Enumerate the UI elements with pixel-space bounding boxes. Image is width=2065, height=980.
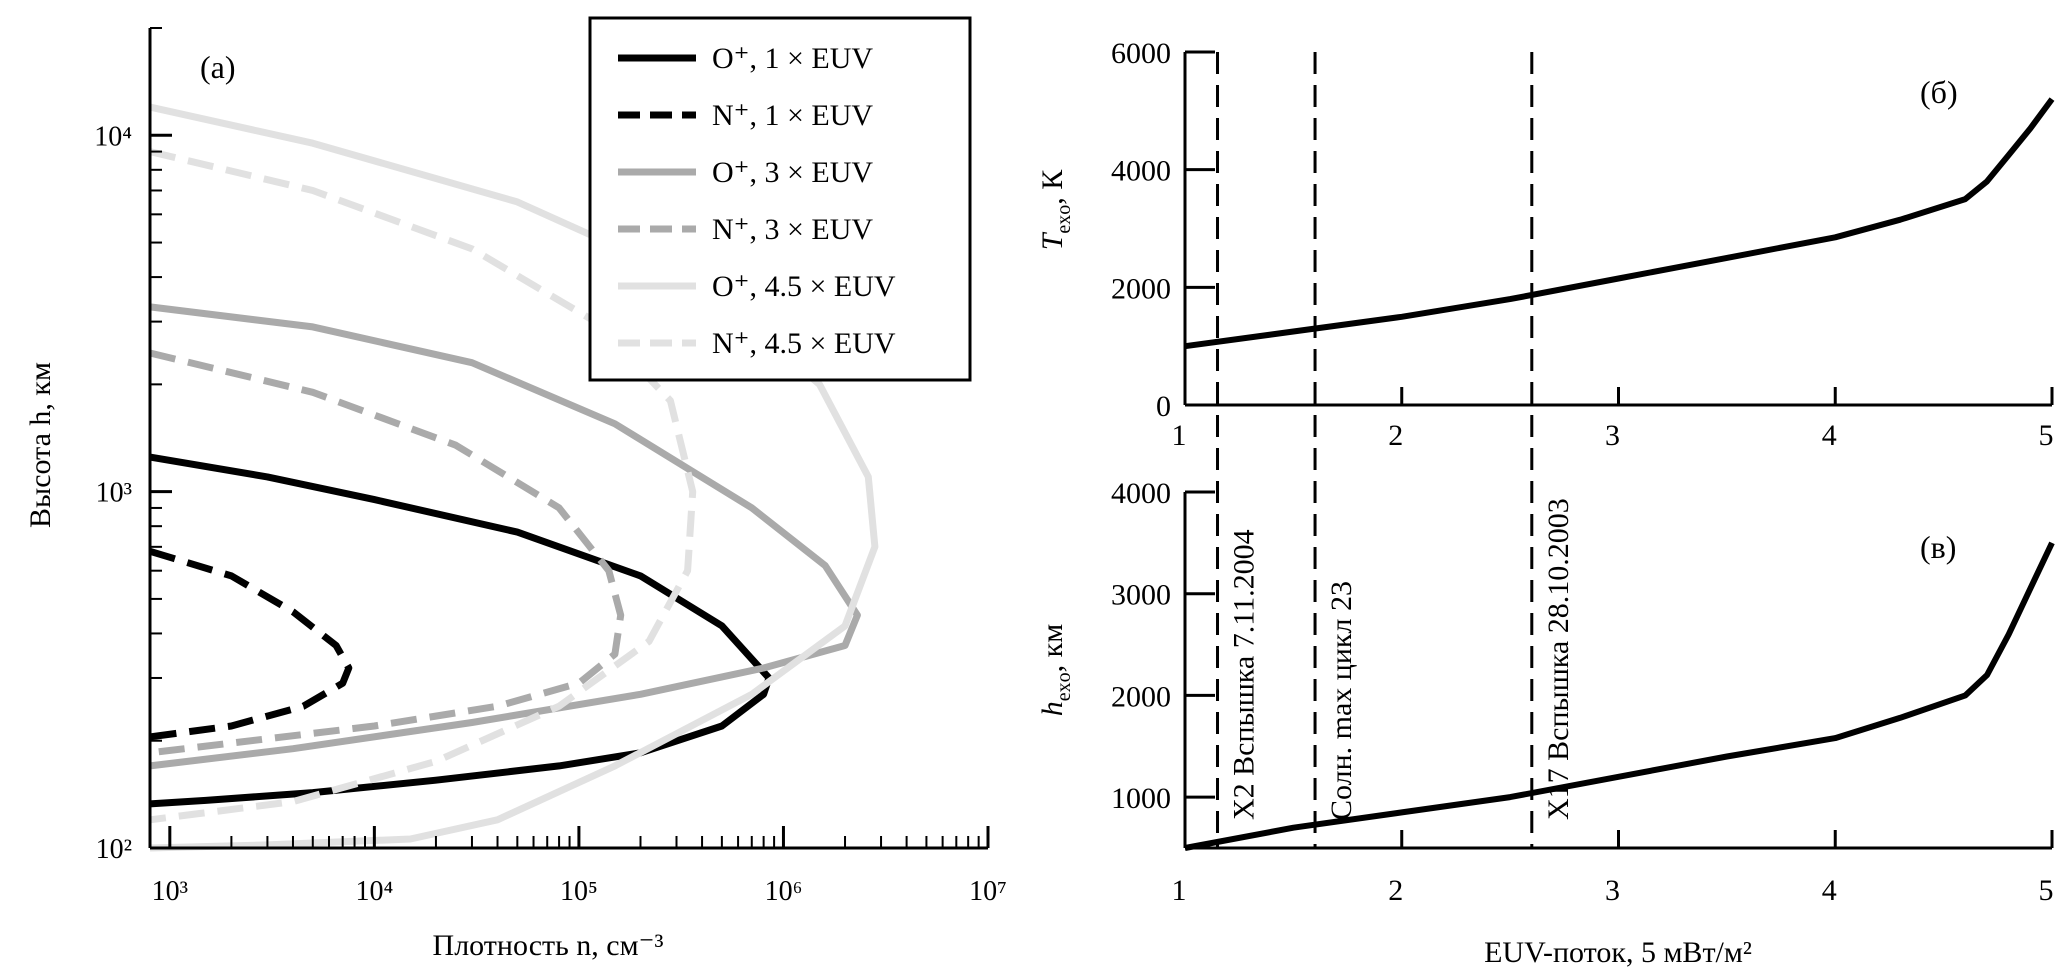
event-label-2: X17 Вспышка 28.10.2003: [1542, 498, 1575, 820]
x-tick-label: 10⁵: [560, 876, 598, 907]
panel-c-exobase-height: 1 2 3 4 5 1000 2000 3000 4000 (в) hexo, км EUV-п…: [1036, 477, 2055, 969]
legend-label-5: N⁺, 4.5 × EUV: [712, 327, 896, 360]
y-tick-label: 4000: [1111, 477, 1171, 510]
legend-label-1: N⁺, 1 × EUV: [712, 99, 873, 132]
panel-b-exospheric-temperature: 1 2 3 4 5 0 2000 4000 6000 (б) Texo, К: [1036, 37, 2055, 452]
panel-a-ylabel: Высота h, км: [24, 362, 57, 528]
event-label-0: X2 Вспышка 7.11.2004: [1228, 529, 1261, 820]
panel-c-label: (в): [1920, 529, 1956, 565]
legend-label-2: O⁺, 3 × EUV: [712, 156, 873, 189]
x-tick-label: 10⁴: [355, 876, 393, 907]
legend: O⁺, 1 × EUV N⁺, 1 × EUV O⁺, 3 × EUV N⁺, 3 ×…: [588, 16, 972, 382]
event-markers: X2 Вспышка 7.11.2004 Солн. max цикл 23 X17…: [1216, 52, 1575, 848]
y-tick-label: 1000: [1111, 782, 1171, 815]
y-tick-label: 10⁴: [94, 121, 132, 152]
legend-label-3: N⁺, 3 × EUV: [712, 213, 873, 246]
panel-a-label: (a): [200, 49, 236, 85]
x-tick-label: 5: [2039, 874, 2054, 907]
y-tick-label: 0: [1156, 390, 1171, 423]
x-tick-label: 4: [1822, 419, 1837, 452]
y-tick-label: 10²: [96, 834, 132, 865]
y-tick-label: 3000: [1111, 579, 1171, 612]
legend-label-4: O⁺, 4.5 × EUV: [712, 270, 896, 303]
panel-a-xlabel: Плотность n, см⁻³: [433, 929, 664, 962]
series-line: [1184, 541, 2055, 851]
panel-b-label: (б): [1920, 74, 1958, 110]
x-tick-label: 1: [1172, 419, 1187, 452]
legend-label-0: O⁺, 1 × EUV: [712, 42, 873, 75]
x-tick-label: 10⁶: [765, 876, 803, 907]
x-tick-label: 10⁷: [969, 876, 1007, 907]
series-line-2: [149, 303, 861, 770]
series-line: [1184, 97, 2055, 350]
x-tick-label: 2: [1388, 874, 1403, 907]
series-line-3: [149, 349, 625, 757]
x-tick-label: 1: [1172, 874, 1187, 907]
x-tick-label: 3: [1605, 874, 1620, 907]
panel-b-ylabel: Texo, К: [1036, 169, 1075, 251]
event-label-1: Солн. max цикл 23: [1325, 581, 1358, 820]
series-line-5: [149, 148, 697, 824]
x-tick-label: 2: [1388, 419, 1403, 452]
y-tick-label: 10³: [96, 478, 132, 509]
x-tick-label: 3: [1605, 419, 1620, 452]
series-line-4: [149, 103, 879, 852]
y-tick-label: 6000: [1111, 37, 1171, 70]
panel-c-xlabel: EUV-поток, 5 мВт/м²: [1484, 936, 1752, 969]
y-tick-label: 4000: [1111, 155, 1171, 188]
series-line-1: [148, 547, 353, 741]
y-tick-label: 2000: [1111, 272, 1171, 305]
legend-box: [588, 16, 972, 382]
y-tick-label: 2000: [1111, 680, 1171, 713]
series-line-0: [149, 453, 773, 808]
x-tick-label: 10³: [152, 876, 188, 907]
x-tick-label: 5: [2039, 419, 2054, 452]
panel-a-density-profiles: 10³ 10⁴ 10⁵ 10⁶ 10⁷ 10² 10³ 10⁴ (a) Плотность n…: [24, 16, 1007, 962]
panel-c-ylabel: hexo, км: [1036, 624, 1075, 716]
x-tick-label: 4: [1822, 874, 1837, 907]
